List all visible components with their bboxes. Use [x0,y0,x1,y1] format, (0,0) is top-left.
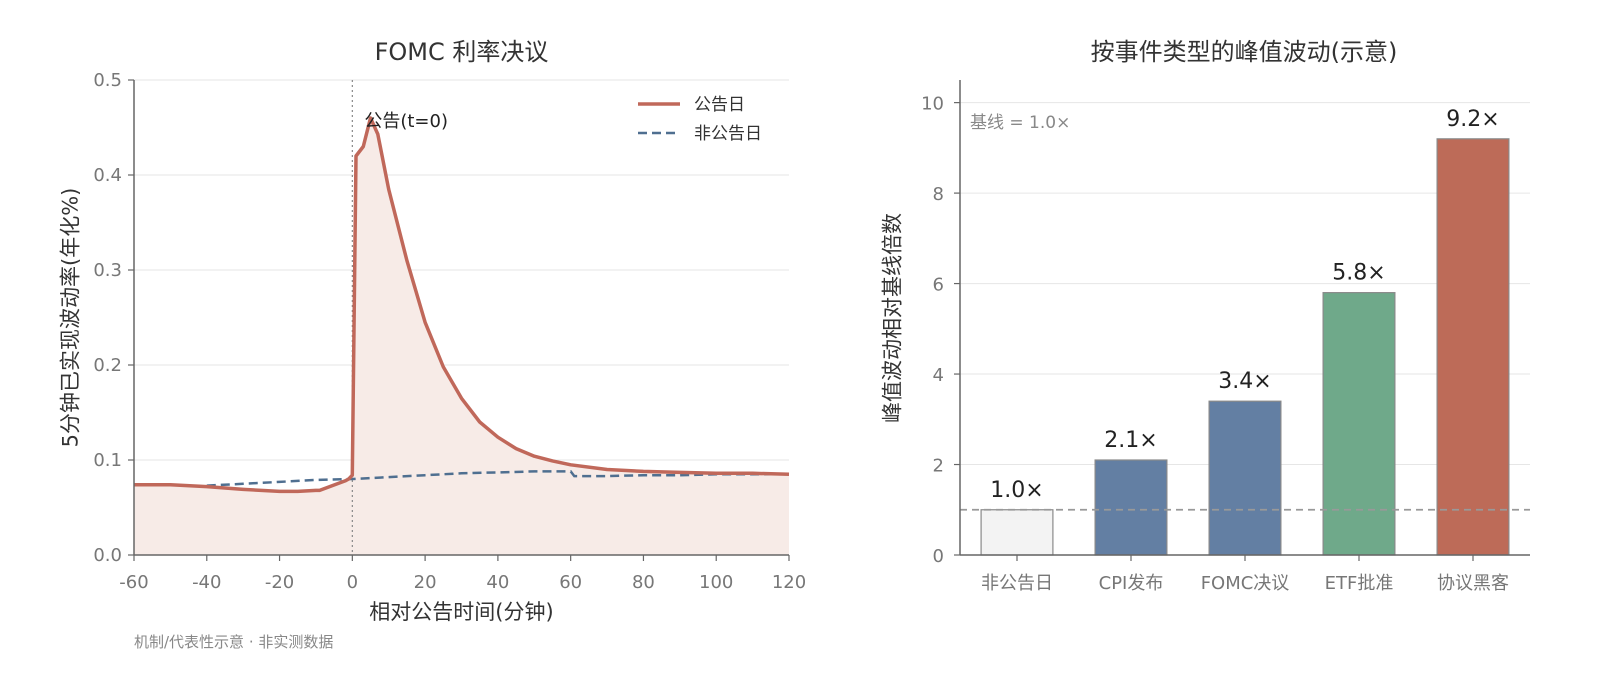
bar-chart-ticks: 0 2 4 6 8 10 非公告日 CPI发布 FOMC决议 ETF批准 协议黑客 [921,94,1509,594]
bar [1436,138,1510,556]
bar-value-label: 2.1× [1104,428,1157,453]
bar-chart-title: 按事件类型的峰值波动(示意) [1091,38,1398,66]
bar [1208,400,1282,556]
y-tick-label: 0.2 [93,355,122,376]
x-tick-label: -40 [192,572,221,593]
line-chart-y-axis-label: 5分钟已实现波动率(年化%) [58,188,82,448]
line-chart-axes [133,80,789,556]
bar-chart-y-axis-label: 峰值波动相对基线倍数 [880,213,904,423]
category-label: CPI发布 [1099,573,1164,594]
y-tick-label: 6 [933,275,944,296]
y-tick-label: 0.4 [93,165,122,186]
announcement-annotation: 公告(t=0) [364,111,448,132]
x-tick-label: -60 [119,572,148,593]
x-tick-label: 0 [347,572,358,593]
y-tick-label: 0.1 [93,450,122,471]
y-tick-label: 0.3 [93,260,122,281]
y-tick-label: 0.0 [93,545,122,566]
y-tick-label: 8 [933,184,944,205]
bar [1094,459,1168,556]
footnote: 机制/代表性示意 · 非实测数据 [134,633,333,651]
category-label: ETF批准 [1325,573,1394,594]
bar-chart-event-types: 1.0× 2.1× 3.4× 5.8× 9.2× 基线 = 1.0× 0 2 4 6 8 10 非公… [880,38,1530,594]
category-label: 协议黑客 [1437,573,1509,594]
x-tick-label: 80 [632,572,655,593]
x-tick-label: 60 [559,572,582,593]
y-tick-label: 0 [933,546,944,567]
line-chart-title: FOMC 利率决议 [375,38,549,66]
bar-chart-bars: 1.0× 2.1× 3.4× 5.8× 9.2× [980,107,1510,556]
bar-value-label: 3.4× [1218,369,1271,394]
legend-label-non-announcement: 非公告日 [694,124,762,144]
x-tick-label: 100 [699,572,733,593]
line-chart-grid [134,79,789,461]
y-tick-label: 2 [933,456,944,477]
category-label: FOMC决议 [1201,573,1290,594]
baseline-note: 基线 = 1.0× [970,113,1070,133]
line-chart-fomc: 0.0 0.1 0.2 0.3 0.4 0.5 -60 -40 -20 0 20 40 60 80 100 1… [58,38,806,624]
line-chart-x-axis-label: 相对公告时间(分钟) [369,600,553,624]
legend-label-announcement: 公告日 [694,95,745,115]
bar-value-label: 1.0× [990,478,1043,503]
bar [980,509,1054,556]
x-tick-label: -20 [265,572,294,593]
series-line-non-announcement [206,470,789,487]
bar [1322,292,1396,556]
bar-value-label: 9.2× [1446,107,1499,132]
y-tick-label: 4 [933,365,944,386]
y-tick-label: 0.5 [93,70,122,91]
x-tick-label: 120 [772,572,806,593]
line-chart-legend: 公告日 非公告日 [638,95,762,144]
announcement-area-fill [134,118,789,555]
line-chart-ticks: 0.0 0.1 0.2 0.3 0.4 0.5 -60 -40 -20 0 20 40 60 80 100 1… [93,70,806,593]
series-line-announcement [134,116,790,494]
y-tick-label: 10 [921,94,944,115]
x-tick-label: 40 [486,572,509,593]
bar-value-label: 5.8× [1332,261,1385,286]
category-label: 非公告日 [981,573,1053,594]
x-tick-label: 20 [414,572,437,593]
